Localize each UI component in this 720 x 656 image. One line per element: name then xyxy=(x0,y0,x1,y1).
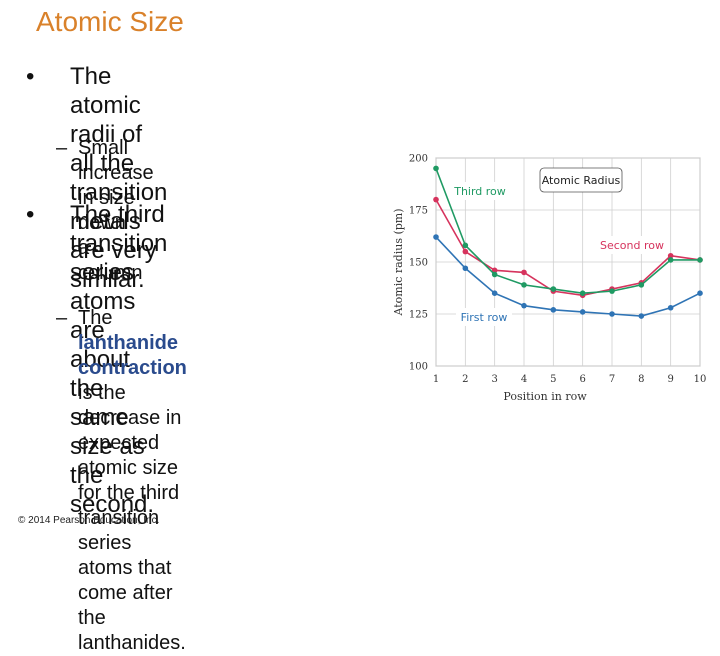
data-point xyxy=(433,234,439,240)
data-point xyxy=(579,290,586,296)
data-point xyxy=(433,165,439,172)
x-tick-label: 6 xyxy=(579,374,585,385)
series-group xyxy=(433,165,703,319)
bullet-2-line-2: atoms are about the same xyxy=(70,288,136,431)
slide-title: Atomic Size xyxy=(36,6,184,37)
x-tick-labels: 1 2 3 4 5 6 7 8 9 10 xyxy=(433,374,707,385)
x-tick-label: 1 xyxy=(433,374,439,385)
x-tick-label: 3 xyxy=(491,374,497,385)
data-point xyxy=(521,282,527,288)
series-line xyxy=(435,236,701,317)
sub-bullet-1-line-2: a column xyxy=(78,237,143,284)
sub-bullet-1-line-1: Small increase in size down xyxy=(78,137,154,234)
legend-first-row: First row xyxy=(461,311,508,324)
y-tick-labels: 100 125 150 175 200 xyxy=(409,154,428,373)
x-tick-label: 4 xyxy=(521,374,527,385)
grid xyxy=(435,157,701,367)
data-point xyxy=(491,290,498,296)
x-tick-label: 10 xyxy=(694,374,707,385)
y-tick-label: 175 xyxy=(409,206,428,217)
sub-bullet-2-line-5: come after the lanthanides. xyxy=(78,582,186,654)
data-point xyxy=(638,282,645,288)
chart-title-box xyxy=(539,167,623,193)
data-point xyxy=(609,311,615,317)
bullet-2-line-1: The third transition series xyxy=(70,201,168,286)
data-point xyxy=(462,265,469,272)
x-axis-label: Position in row xyxy=(503,390,587,403)
x-tick-label: 9 xyxy=(667,374,673,385)
chart-title: Atomic Radius xyxy=(542,174,621,187)
data-point xyxy=(550,307,557,313)
sub-bullet-2-line-1: The lanthanide contraction xyxy=(78,306,187,381)
legend-second-row-box xyxy=(598,236,666,254)
sub-bullet-2-lead: The xyxy=(78,307,113,329)
bullet-glyph: • xyxy=(26,63,35,90)
bullet-2-line-3: size as the second. xyxy=(70,433,155,518)
x-tick-label: 5 xyxy=(550,374,556,385)
lanthanide-contraction-term: lanthanide contraction xyxy=(78,332,187,379)
series-3 xyxy=(433,165,703,296)
y-tick-label: 100 xyxy=(409,362,428,373)
series-line xyxy=(435,168,700,295)
data-point xyxy=(667,304,674,311)
bullet-1-line-1: The atomic radii of all the transition xyxy=(70,63,168,206)
legend-third-row: Third row xyxy=(453,185,506,198)
data-point xyxy=(521,302,527,309)
data-point xyxy=(521,269,527,276)
data-point xyxy=(638,313,645,319)
dash-glyph: – xyxy=(56,307,68,329)
data-point xyxy=(609,288,615,294)
x-tick-label: 8 xyxy=(638,374,644,385)
legend-third-row-box xyxy=(452,182,508,200)
data-point xyxy=(491,271,498,278)
data-point xyxy=(579,309,586,315)
x-tick-label: 7 xyxy=(609,374,615,385)
x-tick-label: 2 xyxy=(462,374,468,385)
y-tick-label: 150 xyxy=(409,258,428,269)
atomic-radius-chart: 100 125 150 175 200 1 2 3 4 5 6 7 8 9 10 Atomic radiu… xyxy=(392,154,707,404)
data-point xyxy=(462,242,469,249)
legend-first-row-box xyxy=(456,308,512,326)
data-point xyxy=(697,257,703,263)
y-tick-label: 125 xyxy=(409,310,428,321)
dash-glyph: – xyxy=(56,137,68,159)
data-point xyxy=(462,248,469,255)
data-point xyxy=(491,267,498,274)
sub-bullet-2-line-3: atomic size for the third xyxy=(78,457,180,504)
bullet-1-line-2: metals are very similar. xyxy=(70,208,157,293)
y-tick-label: 200 xyxy=(409,154,428,165)
data-point xyxy=(667,252,674,259)
data-point xyxy=(667,257,674,263)
legend-second-row: Second row xyxy=(600,239,664,252)
series-1 xyxy=(433,234,703,319)
y-axis-label: Atomic radius (pm) xyxy=(392,208,405,316)
data-point xyxy=(433,196,439,203)
data-point xyxy=(697,290,703,296)
copyright-notice: © 2014 Pearson Education, Inc. xyxy=(18,515,160,526)
sub-bullet-2-line-2: is the decrease in expected xyxy=(78,382,182,454)
data-point xyxy=(550,286,557,292)
bullet-glyph: • xyxy=(26,201,35,228)
